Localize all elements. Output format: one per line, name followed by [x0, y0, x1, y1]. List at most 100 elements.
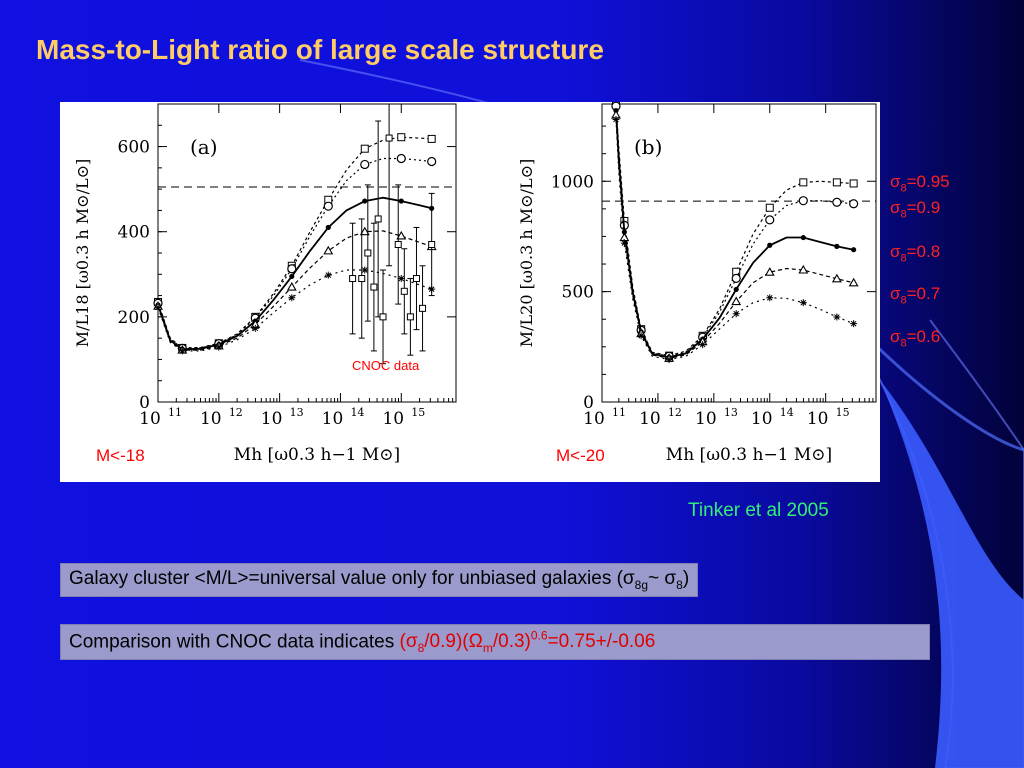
x-axis-label-b: Mh [ω0.3 h−1 M⊙] [666, 445, 832, 465]
chart-panel-b: 0 500 1000 10 11 10 12 10 13 10 14 10 15 Mh [ω0.3 h−1… [517, 102, 877, 465]
cnoc-data-a [349, 103, 436, 365]
series-line-a-dot [157, 196, 432, 351]
data-point-b-star [665, 356, 673, 364]
data-point-a-star [215, 343, 223, 351]
data-point-b-star [612, 115, 620, 123]
xtick-label-b: 10 [807, 409, 829, 429]
xtick-label-b: 10 [639, 409, 661, 429]
data-point-b-triangle [831, 273, 842, 283]
data-point-a-star [324, 271, 332, 279]
data-point-b-dot [851, 247, 857, 253]
series-line-b-star [615, 119, 854, 361]
cnoc-point [358, 275, 366, 283]
data-point-a-dot [325, 224, 331, 231]
data-point-b-square [849, 179, 858, 188]
cnoc-point [428, 240, 436, 248]
ytick-label-a: 400 [118, 223, 150, 243]
x-axis-label-a: Mh [ω0.3 h−1 M⊙] [234, 445, 400, 465]
magnitude-cut-a: M<-18 [96, 446, 145, 465]
series-a-triangle [153, 226, 437, 354]
cnoc-annotation: CNOC data [352, 358, 420, 373]
data-point-b-circle [731, 273, 741, 283]
cnoc-point [400, 287, 408, 295]
panel-label-b: (b) [634, 135, 662, 159]
citation: Tinker et al 2005 [688, 500, 829, 521]
data-point-b-dot [767, 242, 773, 248]
legend-item-sigma8-07: σ8=0.7 [890, 284, 941, 307]
data-point-b-star [620, 239, 628, 247]
data-point-a-star [178, 347, 186, 355]
xtick-label-b: 10 [583, 409, 605, 429]
data-point-a-circle [287, 264, 297, 274]
xtick-label-a: 10 [261, 409, 283, 429]
ytick-label-b: 1000 [551, 172, 594, 192]
series-a-dot [155, 196, 435, 352]
data-point-a-dot [289, 273, 295, 280]
panel-label-a: (a) [190, 135, 218, 159]
data-point-a-triangle [359, 226, 370, 236]
data-point-b-square [765, 203, 774, 212]
series-line-a-square [157, 136, 432, 349]
series-line-a-star [157, 269, 432, 352]
data-point-b-triangle [731, 296, 742, 306]
note-cnoc-comparison: Comparison with CNOC data indicates (σ8/… [60, 624, 930, 661]
cnoc-point [379, 313, 387, 321]
data-point-a-square [360, 144, 369, 153]
data-point-b-square [799, 178, 808, 187]
data-point-b-star [833, 313, 841, 321]
cnoc-point [349, 275, 357, 283]
legend-item-sigma8-08: σ8=0.8 [890, 242, 941, 265]
data-point-b-star [850, 320, 858, 328]
cnoc-point [364, 249, 372, 257]
xtick-exponent-a: 14 [350, 406, 364, 419]
data-point-a-dot [398, 198, 404, 204]
data-point-b-triangle [764, 267, 775, 276]
xtick-exponent-a: 11 [168, 406, 182, 419]
data-point-b-triangle [798, 264, 809, 274]
cnoc-point [406, 313, 414, 321]
data-point-b-star [732, 310, 740, 318]
data-point-a-triangle [396, 230, 407, 240]
cnoc-point [419, 304, 427, 312]
data-point-a-triangle [323, 245, 334, 255]
cnoc-point [370, 283, 378, 291]
magnitude-cut-b: M<-20 [556, 446, 605, 465]
data-point-a-circle [323, 201, 333, 211]
cnoc-point [374, 215, 382, 223]
cnoc-point [412, 275, 420, 283]
data-point-a-square [397, 133, 406, 142]
chart-figure: 0 200 400 600 10 11 10 12 10 13 10 14 10 15 Mh [ω0.3 h… [60, 102, 880, 482]
plot-frame-b [601, 103, 877, 403]
xtick-label-a: 10 [139, 409, 161, 429]
data-point-b-star [766, 294, 774, 302]
data-point-b-star [637, 332, 645, 340]
y-axis-label-a: M/L18 [ω0.3 h M⊙/L⊙] [73, 159, 92, 348]
data-point-a-star [397, 275, 405, 283]
data-point-a-circle [360, 159, 370, 170]
cnoc-point [385, 134, 393, 142]
ytick-label-a: 200 [118, 308, 150, 328]
data-point-b-circle [832, 197, 842, 207]
data-point-b-star [799, 299, 807, 307]
data-point-b-star [699, 341, 707, 349]
slide-title: Mass-to-Light ratio of large scale struc… [36, 34, 604, 65]
data-point-b-dot [834, 243, 840, 249]
data-point-b-circle [849, 199, 859, 209]
data-point-b-dot [733, 286, 739, 293]
data-point-a-star [154, 303, 162, 311]
ytick-label-b: 0 [583, 393, 594, 413]
xtick-exponent-a: 12 [229, 406, 243, 419]
xtick-exponent-a: 13 [290, 406, 304, 419]
y-axis-label-b: M/L20 [ω0.3 h M⊙/L⊙] [517, 159, 536, 348]
data-point-a-star [251, 324, 259, 332]
xtick-exponent-b: 12 [668, 406, 682, 419]
data-point-b-circle [798, 196, 808, 206]
data-point-b-circle [765, 215, 775, 225]
xtick-label-b: 10 [695, 409, 717, 429]
note-galaxy-cluster: Galaxy cluster <M/L>=universal value onl… [60, 563, 699, 597]
ytick-label-a: 0 [139, 393, 150, 413]
xtick-exponent-b: 14 [780, 406, 794, 419]
series-a-square [154, 133, 436, 352]
data-point-a-star [288, 294, 296, 302]
series-a-circle [153, 153, 437, 353]
